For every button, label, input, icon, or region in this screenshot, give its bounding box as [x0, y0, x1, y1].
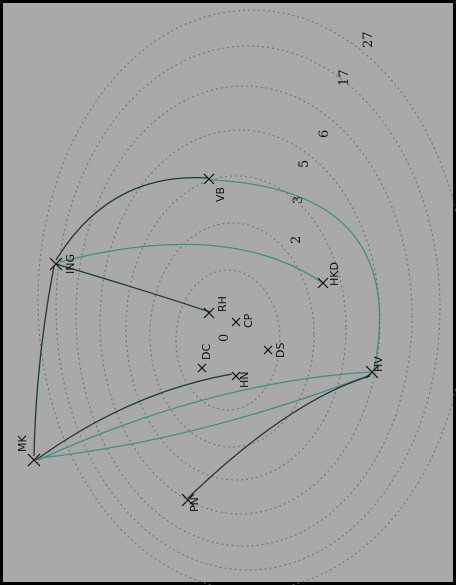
node-label-hv: HV — [372, 356, 385, 372]
ring-2 — [149, 222, 315, 448]
node-label-pn: PN — [188, 497, 201, 512]
edge-ing-hkd — [59, 243, 325, 285]
node-hv: HV — [365, 356, 385, 379]
node-label-hn: HN — [238, 372, 251, 389]
ring-6 — [55, 45, 441, 571]
ring-labels: 0 2 3 5 6 17 27 — [217, 31, 376, 342]
edge-hv-pn — [187, 375, 371, 499]
ring-label-6: 6 — [317, 130, 332, 138]
ring-label-2: 2 — [289, 236, 304, 244]
node-label-vb: VB — [214, 187, 227, 202]
edge-hv-mk — [39, 373, 373, 459]
node-cp: CP — [231, 313, 255, 328]
node-mk: MK — [16, 435, 41, 467]
ring-7 — [37, 9, 456, 585]
node-label-rh: RH — [216, 296, 229, 312]
node-label-ds: DS — [274, 343, 287, 358]
node-dc: DC — [197, 344, 213, 373]
ring-1 — [175, 269, 281, 411]
node-rh: RH — [203, 296, 229, 319]
node-label-ing: ING — [64, 254, 77, 274]
ring-label-17: 17 — [337, 69, 352, 86]
node-label-hkd: HKD — [328, 262, 341, 286]
node-label-dc: DC — [200, 344, 213, 360]
ring-label-3: 3 — [291, 196, 306, 204]
node-hkd: HKD — [317, 262, 341, 289]
node-pn: PN — [181, 493, 201, 512]
ring-4 — [99, 129, 381, 515]
ring-label-5: 5 — [297, 160, 312, 168]
edge-vb-hv — [211, 179, 381, 371]
edges — [33, 176, 381, 499]
node-hn: HN — [231, 372, 251, 389]
edge-ing-mk — [33, 265, 55, 457]
concentric-rings — [37, 9, 456, 585]
edge-mk-hn — [35, 373, 233, 461]
node-ds: DS — [263, 343, 287, 358]
ring-5 — [75, 85, 413, 547]
ring-label-0: 0 — [217, 334, 232, 342]
edge-ing-rh — [55, 263, 211, 313]
edge-mk-hv — [37, 371, 371, 461]
node-label-mk: MK — [16, 435, 29, 452]
ring-3 — [125, 175, 347, 481]
ring-label-27: 27 — [361, 31, 376, 48]
node-label-cp: CP — [242, 313, 255, 328]
node-ing: ING — [49, 254, 77, 274]
node-vb: VB — [203, 173, 227, 202]
nodes: MK ING VB HKD HV PN RH CP — [16, 173, 385, 512]
edge-vb-ing — [55, 176, 209, 261]
